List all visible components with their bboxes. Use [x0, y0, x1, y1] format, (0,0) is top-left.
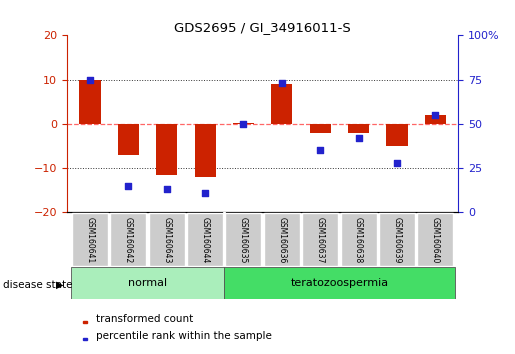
FancyBboxPatch shape: [302, 213, 338, 266]
Point: [239, 121, 248, 127]
Bar: [310, 124, 331, 133]
Bar: [118, 124, 139, 155]
Point: [316, 148, 324, 153]
FancyBboxPatch shape: [226, 213, 262, 266]
FancyBboxPatch shape: [72, 213, 108, 266]
Bar: [224, 267, 455, 299]
FancyBboxPatch shape: [379, 213, 415, 266]
Bar: [156, 124, 177, 175]
FancyBboxPatch shape: [340, 213, 376, 266]
FancyBboxPatch shape: [264, 213, 300, 266]
Text: percentile rank within the sample: percentile rank within the sample: [96, 331, 272, 341]
Point: [86, 77, 94, 82]
Bar: [271, 84, 293, 124]
Point: [124, 183, 132, 189]
Text: GSM160637: GSM160637: [316, 217, 325, 263]
Text: GSM160641: GSM160641: [85, 217, 94, 263]
Text: GSM160635: GSM160635: [239, 217, 248, 263]
Bar: [233, 122, 254, 124]
Point: [393, 160, 401, 166]
Bar: [82, 321, 88, 323]
Text: GSM160640: GSM160640: [431, 217, 440, 263]
Point: [201, 190, 209, 196]
Title: GDS2695 / GI_34916011-S: GDS2695 / GI_34916011-S: [174, 21, 351, 34]
Text: GSM160642: GSM160642: [124, 217, 133, 263]
Text: teratozoospermia: teratozoospermia: [290, 278, 388, 288]
Bar: [79, 80, 100, 124]
Text: GSM160638: GSM160638: [354, 217, 363, 263]
Text: ▶: ▶: [56, 280, 63, 290]
Point: [278, 80, 286, 86]
Text: GSM160639: GSM160639: [392, 217, 402, 263]
Point: [163, 187, 171, 192]
Bar: [425, 115, 446, 124]
Text: transformed count: transformed count: [96, 314, 194, 324]
Text: disease state: disease state: [3, 280, 72, 290]
Bar: [195, 124, 216, 177]
FancyBboxPatch shape: [110, 213, 146, 266]
Point: [354, 135, 363, 141]
Bar: [386, 124, 407, 146]
FancyBboxPatch shape: [149, 213, 185, 266]
FancyBboxPatch shape: [417, 213, 453, 266]
Text: GSM160643: GSM160643: [162, 217, 171, 263]
Bar: [71, 267, 224, 299]
Text: normal: normal: [128, 278, 167, 288]
Text: GSM160644: GSM160644: [200, 217, 210, 263]
Bar: [348, 124, 369, 133]
FancyBboxPatch shape: [187, 213, 223, 266]
Point: [431, 112, 439, 118]
Text: GSM160636: GSM160636: [278, 217, 286, 263]
Bar: [82, 338, 88, 340]
